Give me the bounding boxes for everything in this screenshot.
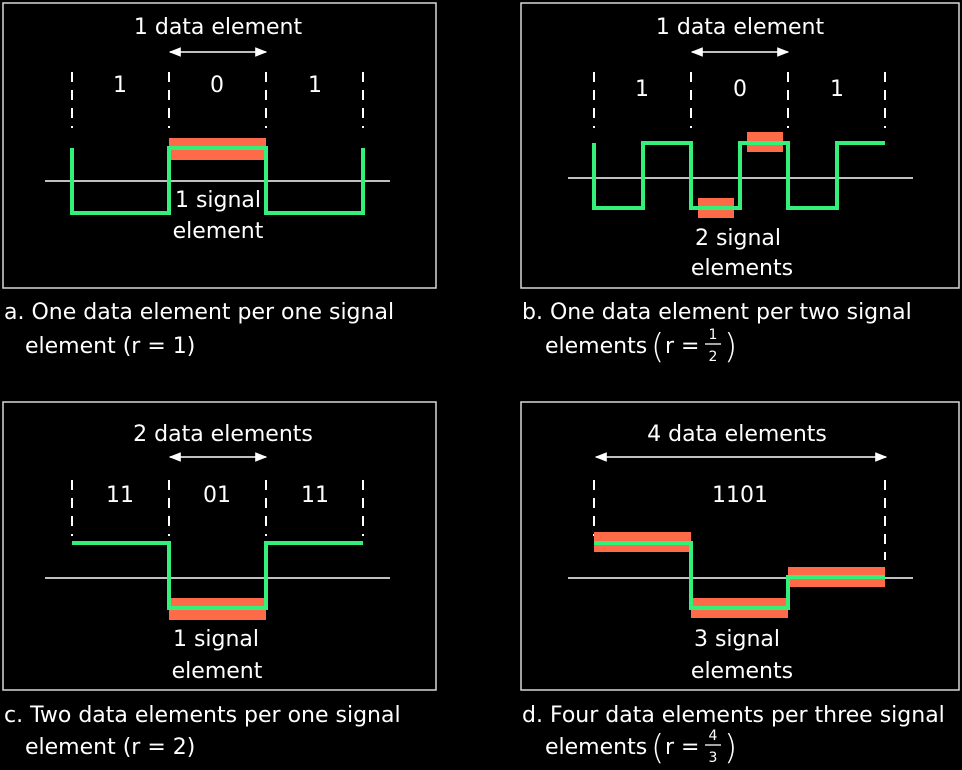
panel-d-ratio-close-paren: ) <box>724 728 737 768</box>
panel-c-caption: c. Two data elements per one signal <box>4 703 401 728</box>
panel-a-signal-waveform <box>70 146 365 215</box>
panel-c-bits: 11 <box>106 483 134 508</box>
panel-a-bit: 1 <box>113 73 127 98</box>
panel-b-bit: 1 <box>635 77 649 102</box>
panel-b-ratio: ( r = 1 2 ) <box>651 327 737 367</box>
panel-d-ratio-numerator: 4 <box>709 728 718 744</box>
panel-b-caption: elements <box>545 334 647 359</box>
panel-a: 1 data element 1 0 1 1 signal element <box>2 2 437 289</box>
panel-b-data-label: 1 data element <box>656 15 825 40</box>
panel-a-bit: 0 <box>210 73 224 98</box>
panel-c-frame <box>2 401 437 691</box>
panel-d-data-label: 4 data elements <box>647 422 827 447</box>
panel-a-signal-label: element <box>173 219 264 244</box>
panel-a-signal-label: 1 signal <box>175 188 261 213</box>
panel-d-ratio-denominator: 3 <box>709 750 718 766</box>
panel-a-caption: element (r = 1) <box>25 334 195 359</box>
panel-c-bits: 01 <box>203 483 231 508</box>
panel-b-signal-label: elements <box>691 256 793 281</box>
panel-d-ratio-open-paren: ( <box>651 728 664 768</box>
panel-b-ratio-denominator: 2 <box>709 349 718 365</box>
panel-d-signal-waveform <box>594 541 885 610</box>
panel-a-frame <box>2 2 437 289</box>
panel-d-signal-label: 3 signal <box>694 627 780 652</box>
panel-c-signal-label: element <box>172 659 263 684</box>
panel-d-caption: d. Four data elements per three signal <box>522 703 945 728</box>
panel-c: 2 data elements 11 01 11 1 signal elemen… <box>2 401 437 691</box>
panel-d-signal-label: elements <box>691 659 793 684</box>
panel-d-ratio-prefix: r = <box>665 735 699 760</box>
panel-b-ratio-numerator: 1 <box>709 327 718 343</box>
panel-a-caption: a. One data element per one signal <box>4 300 394 325</box>
panel-b: 1 data element 1 0 1 2 signal elements <box>520 2 960 289</box>
panel-c-data-label: 2 data elements <box>133 422 313 447</box>
panel-c-signal-waveform <box>72 541 363 610</box>
panel-a-data-label: 1 data element <box>134 15 303 40</box>
panel-d-frame <box>520 401 960 691</box>
panel-d-ratio: ( r = 4 3 ) <box>651 728 737 768</box>
panel-b-frame <box>520 2 960 289</box>
panel-b-signal-label: 2 signal <box>695 226 781 251</box>
panel-c-caption: element (r = 2) <box>25 735 195 760</box>
panel-d: 4 data elements 1101 3 signal elements <box>520 401 960 691</box>
panel-d-caption: elements <box>545 735 647 760</box>
panel-b-ratio-close-paren: ) <box>724 327 737 367</box>
panel-a-bit: 1 <box>308 73 322 98</box>
panel-c-bits: 11 <box>301 483 329 508</box>
panel-b-caption: b. One data element per two signal <box>522 300 912 325</box>
panel-b-ratio-open-paren: ( <box>651 327 664 367</box>
panel-b-bit: 1 <box>830 77 844 102</box>
panel-b-bit: 0 <box>733 77 747 102</box>
panel-c-signal-label: 1 signal <box>173 627 259 652</box>
panel-b-signal-waveform <box>592 141 885 210</box>
panel-b-ratio-prefix: r = <box>665 334 699 359</box>
panel-d-bits: 1101 <box>712 483 768 508</box>
